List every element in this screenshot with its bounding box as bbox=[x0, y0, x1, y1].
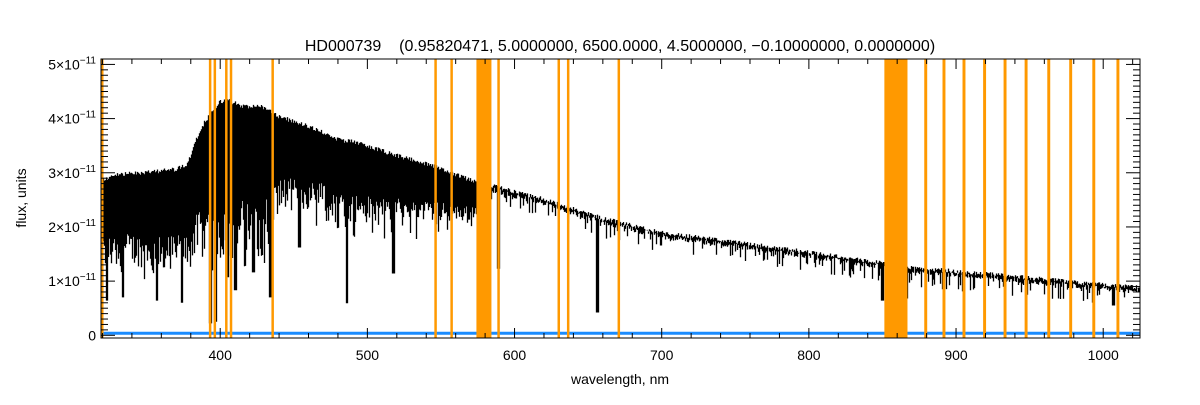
y-tick-mantissa: 0 bbox=[88, 327, 96, 343]
masked-region-band bbox=[434, 59, 437, 338]
masked-region-band bbox=[213, 59, 217, 338]
masked-region-band bbox=[1024, 59, 1028, 338]
y-tick-exponent: −11 bbox=[80, 110, 97, 121]
x-tick-label: 700 bbox=[650, 347, 674, 363]
masked-region-band bbox=[1069, 59, 1073, 338]
masked-region-band bbox=[476, 59, 492, 338]
y-tick-label: 1×10−11 bbox=[48, 272, 96, 289]
x-tick-label: 600 bbox=[503, 347, 527, 363]
y-tick-exponent: −11 bbox=[80, 272, 97, 283]
masked-region-band bbox=[557, 59, 561, 338]
masked-region-band bbox=[983, 59, 987, 338]
masked-region-band bbox=[208, 59, 212, 338]
y-tick-label: 4×10−11 bbox=[48, 110, 96, 127]
masked-region-band bbox=[1003, 59, 1007, 338]
axis-ticks: 400 500 600 700 800 900 100001×10−112×10−113×1… bbox=[48, 55, 1140, 363]
x-tick-label: 500 bbox=[356, 347, 380, 363]
masked-region-band bbox=[962, 59, 966, 338]
y-tick-label: 5×10−11 bbox=[48, 55, 96, 72]
masked-region-band bbox=[1092, 59, 1096, 338]
x-tick-label: 800 bbox=[797, 347, 821, 363]
masked-region-band bbox=[229, 59, 233, 338]
masked-region-band bbox=[101, 59, 104, 338]
plot-frame bbox=[100, 58, 1141, 339]
x-tick-label: 1000 bbox=[1088, 347, 1119, 363]
x-axis-label: wavelength, nm bbox=[570, 371, 669, 387]
x-tick-label: 900 bbox=[944, 347, 968, 363]
y-tick-mantissa: 5×10 bbox=[48, 56, 80, 72]
masked-region-band bbox=[617, 59, 621, 338]
y-tick-mantissa: 4×10 bbox=[48, 111, 80, 127]
y-tick-label: 2×10−11 bbox=[48, 218, 96, 235]
y-tick-mantissa: 3×10 bbox=[48, 165, 80, 181]
y-tick-exponent: −11 bbox=[80, 218, 97, 229]
chart-title: HD000739 (0.95820471, 5.0000000, 6500.00… bbox=[305, 38, 935, 55]
masked-region-band bbox=[884, 59, 908, 338]
y-tick-exponent: −11 bbox=[80, 55, 97, 66]
y-tick-label: 0 bbox=[88, 327, 96, 343]
masked-region-band bbox=[497, 59, 500, 338]
y-axis-label: flux, units bbox=[13, 168, 29, 227]
masked-region-band bbox=[1047, 59, 1051, 338]
masked-region-band bbox=[450, 59, 453, 338]
y-tick-mantissa: 2×10 bbox=[48, 219, 80, 235]
x-tick-label: 400 bbox=[209, 347, 233, 363]
masked-region-band bbox=[271, 59, 274, 338]
masked-region-band bbox=[225, 59, 228, 338]
plot-area bbox=[100, 59, 1141, 338]
y-tick-label: 3×10−11 bbox=[48, 164, 96, 181]
y-tick-mantissa: 1×10 bbox=[48, 273, 80, 289]
masked-region-band bbox=[924, 59, 928, 338]
masked-region-band bbox=[566, 59, 570, 338]
y-tick-exponent: −11 bbox=[80, 164, 97, 175]
masked-region-band bbox=[942, 59, 946, 338]
masked-region-band bbox=[1116, 59, 1120, 338]
